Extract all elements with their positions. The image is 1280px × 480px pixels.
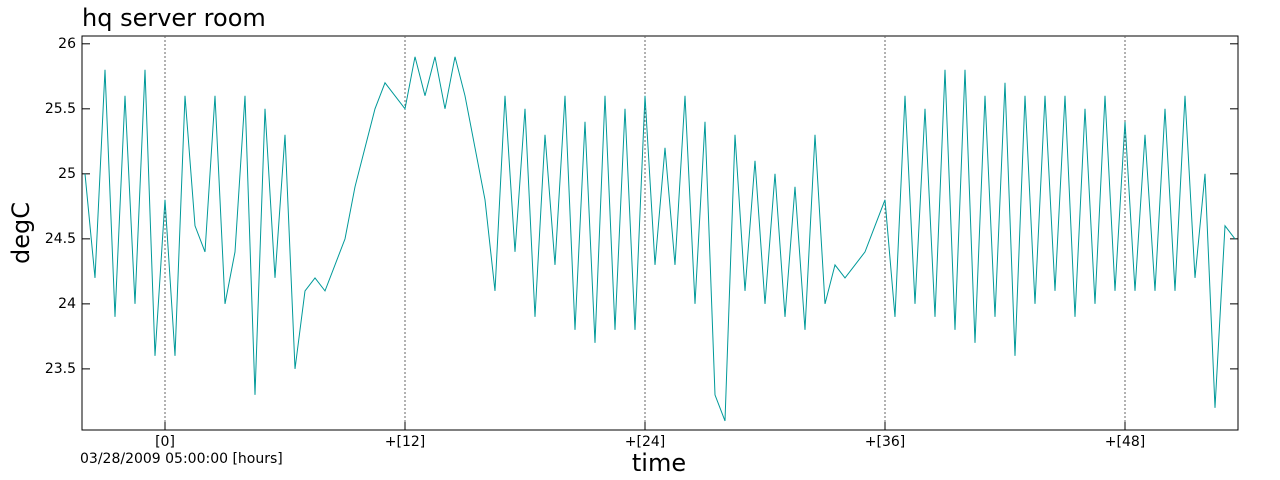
- chart-title: hq server room: [82, 4, 266, 32]
- x-tick-label: +[12]: [385, 434, 425, 450]
- y-tick-label: 24: [58, 296, 76, 312]
- x-tick-label: +[36]: [865, 434, 905, 450]
- y-tick-label: 24.5: [45, 231, 76, 247]
- x-subtitle: 03/28/2009 05:00:00 [hours]: [80, 451, 283, 467]
- y-tick-label: 25: [58, 166, 76, 182]
- x-tick-label: +[48]: [1105, 434, 1145, 450]
- x-tick-label: [0]: [155, 434, 175, 450]
- data-line: [84, 56, 1236, 422]
- y-tick-label: 23.5: [45, 361, 76, 377]
- y-tick-label: 26: [58, 36, 76, 52]
- y-axis-label: degC: [7, 202, 35, 264]
- x-axis-label: time: [632, 449, 686, 477]
- x-tick-label: +[24]: [625, 434, 665, 450]
- y-tick-label: 25.5: [45, 101, 76, 117]
- plot-frame: [81, 35, 1239, 431]
